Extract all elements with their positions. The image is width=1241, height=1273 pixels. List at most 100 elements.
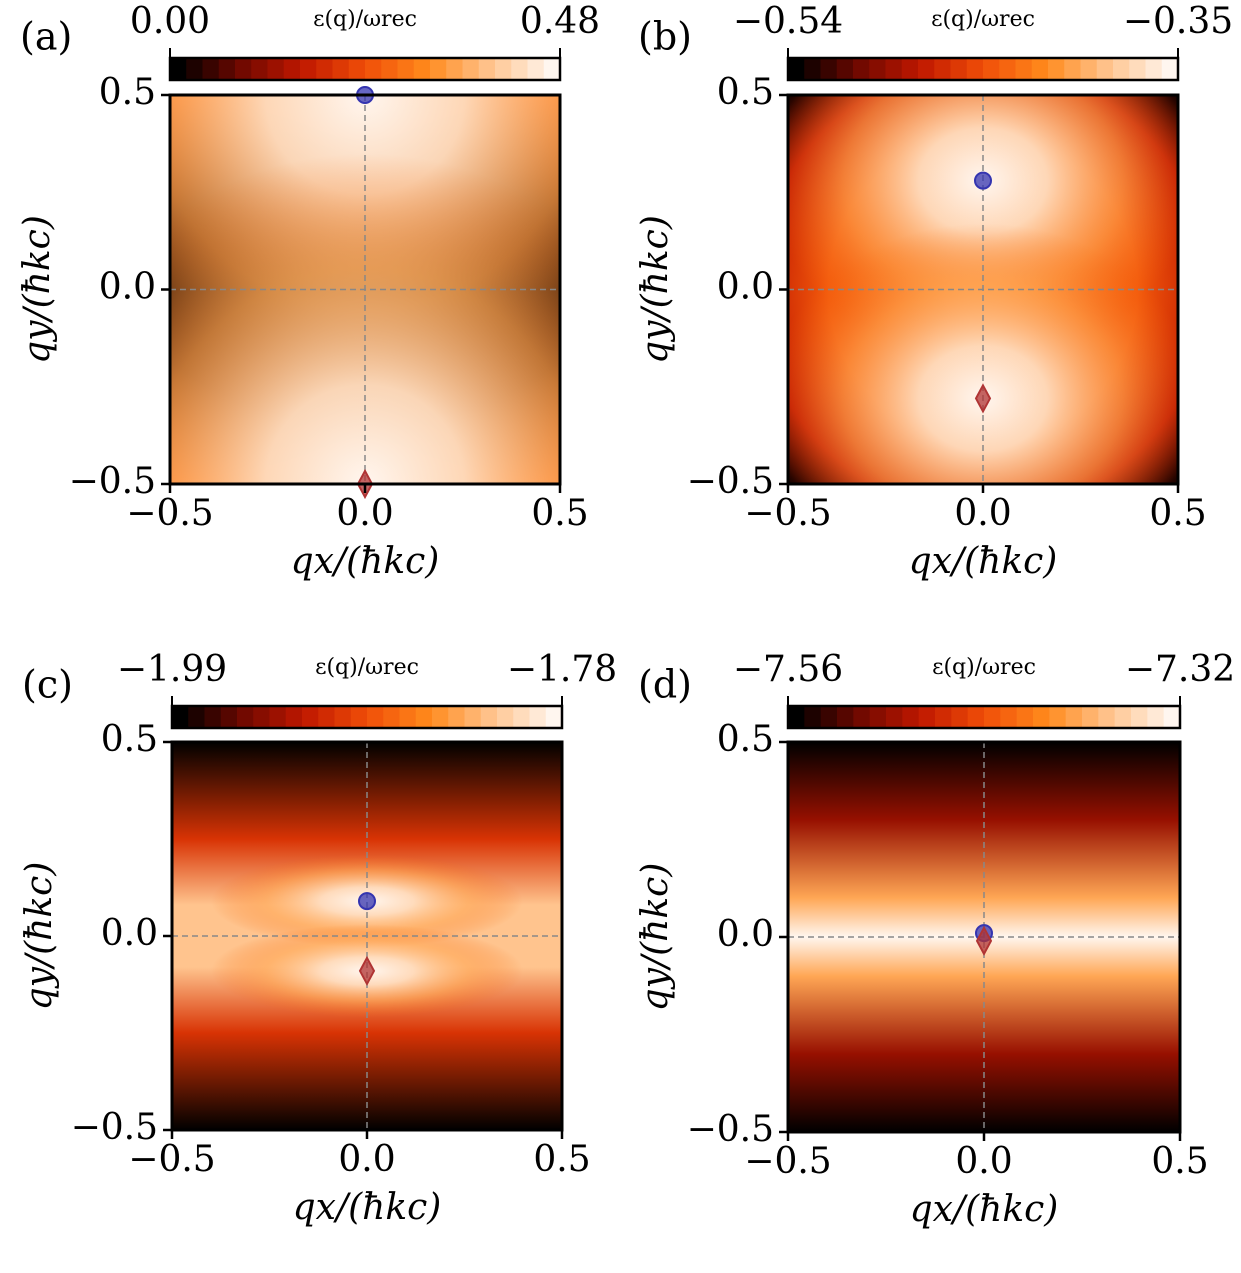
colorbar-band — [478, 58, 496, 80]
y-tick-label: −0.5 — [687, 1109, 774, 1150]
colorbar-band — [432, 706, 449, 728]
panel: −0.5 0.0 0.5 −0.5 0.0 0.5 qx/(ħkc) qy/(ħkc) (a) 0… — [17, 1, 600, 582]
x-axis-label: qx/(ħkc) — [293, 1187, 442, 1228]
field-highlight — [788, 223, 1178, 484]
colorbar-band — [172, 706, 189, 728]
y-tick-label: −0.5 — [687, 461, 774, 502]
colorbar-band — [1082, 706, 1099, 728]
colorbar-tick-label: −7.32 — [1125, 649, 1235, 690]
colorbar-band — [1147, 706, 1165, 728]
colorbar-tick-label: 0.48 — [520, 1, 600, 42]
colorbar-band — [237, 706, 254, 728]
colorbar-band — [235, 58, 252, 80]
x-tick-label: 0.0 — [338, 1139, 395, 1180]
colorbar-band — [397, 58, 415, 80]
colorbar-band — [902, 706, 920, 728]
colorbar-band — [934, 58, 951, 80]
colorbar-band — [348, 58, 366, 80]
colorbar-band — [513, 706, 530, 728]
x-tick-label: 0.0 — [954, 493, 1011, 534]
colorbar-band — [950, 58, 968, 80]
colorbar-band — [966, 58, 984, 80]
colorbar-band — [350, 706, 368, 728]
panel: −0.5 0.0 0.5−0.50.00.5qx/(ħkc)qy/(ħkc)(d) −… — [635, 649, 1235, 1230]
panel: −0.5 0.0 0.5−0.50.00.5qx/(ħkc)qy/(ħkc)(b) −… — [635, 1, 1233, 582]
colorbar-band — [1131, 706, 1148, 728]
x-tick-label: 0.5 — [533, 1139, 590, 1180]
colorbar-tick-label: 0.00 — [130, 1, 210, 42]
colorbar-tick-label: −1.99 — [117, 649, 227, 690]
x-axis-label: qx/(ħkc) — [910, 1189, 1059, 1230]
y-tick-label: −0.5 — [69, 461, 156, 502]
x-tick-label: 0.0 — [955, 1141, 1012, 1182]
colorbar-band — [529, 706, 547, 728]
colorbar-band — [885, 58, 903, 80]
colorbar-label: ε(q)/ωrec — [313, 7, 417, 32]
colorbar-band — [1031, 58, 1049, 80]
y-axis-label: qy/(ħkc) — [635, 215, 676, 364]
colorbar-band — [1145, 58, 1163, 80]
colorbar-band — [1113, 58, 1130, 80]
marker — [974, 383, 992, 414]
y-tick-label: 0.5 — [101, 719, 158, 760]
panel-label: (d) — [638, 663, 692, 707]
x-tick-label: −0.5 — [744, 493, 831, 534]
colorbar-band — [430, 58, 447, 80]
colorbar-band — [204, 706, 222, 728]
colorbar-band — [837, 706, 854, 728]
colorbar-band — [918, 58, 935, 80]
y-axis-label: qy/(ħkc) — [17, 215, 58, 364]
colorbar-band — [186, 58, 203, 80]
colorbar-band — [1096, 58, 1114, 80]
colorbar-band — [853, 706, 871, 728]
colorbar-band — [170, 58, 187, 80]
colorbar-band — [951, 706, 969, 728]
colorbar-band — [334, 706, 352, 728]
x-tick-label: 0.5 — [1149, 493, 1206, 534]
colorbar-band — [415, 706, 433, 728]
y-tick-label: 0.0 — [99, 267, 156, 308]
colorbar-band — [788, 706, 805, 728]
x-axis-label: qx/(ħkc) — [909, 541, 1058, 582]
x-tick-label: −0.5 — [126, 493, 213, 534]
colorbar-band — [820, 58, 838, 80]
colorbar-band — [302, 706, 319, 728]
colorbar-band — [218, 58, 236, 80]
colorbar-band — [967, 706, 985, 728]
colorbar-band — [1161, 58, 1179, 80]
colorbar-band — [853, 58, 870, 80]
colorbar-band — [283, 58, 301, 80]
colorbar-band — [1129, 58, 1146, 80]
colorbar-band — [365, 58, 382, 80]
colorbar-band — [1049, 706, 1067, 728]
colorbar-band — [869, 706, 887, 728]
colorbar-band — [511, 58, 528, 80]
colorbar-band — [448, 706, 465, 728]
colorbar-band — [1098, 706, 1116, 728]
colorbar-label: ε(q)/ωrec — [932, 655, 1036, 680]
colorbar-band — [464, 706, 482, 728]
colorbar-band — [804, 706, 822, 728]
colorbar-tick-label: −0.54 — [733, 1, 843, 42]
x-tick-label: −0.5 — [128, 1139, 215, 1180]
x-tick-label: −0.5 — [744, 1141, 831, 1182]
colorbar-band — [413, 58, 431, 80]
colorbar-band — [804, 58, 821, 80]
y-axis-label: qy/(ħkc) — [19, 862, 60, 1011]
colorbar-band — [1033, 706, 1050, 728]
colorbar-band — [495, 58, 512, 80]
colorbar-band — [1048, 58, 1065, 80]
colorbar-band — [269, 706, 287, 728]
colorbar-band — [367, 706, 384, 728]
colorbar-band — [886, 706, 903, 728]
colorbar-label: ε(q)/ωrec — [931, 7, 1035, 32]
y-axis-label: qy/(ħkc) — [635, 863, 676, 1012]
colorbar-band — [332, 58, 350, 80]
marker — [975, 925, 993, 957]
colorbar-band — [251, 58, 268, 80]
colorbar-frame — [786, 56, 1180, 82]
colorbar-band — [318, 706, 335, 728]
colorbar-band — [253, 706, 270, 728]
colorbar-band — [1065, 706, 1083, 728]
colorbar-band — [1064, 58, 1081, 80]
